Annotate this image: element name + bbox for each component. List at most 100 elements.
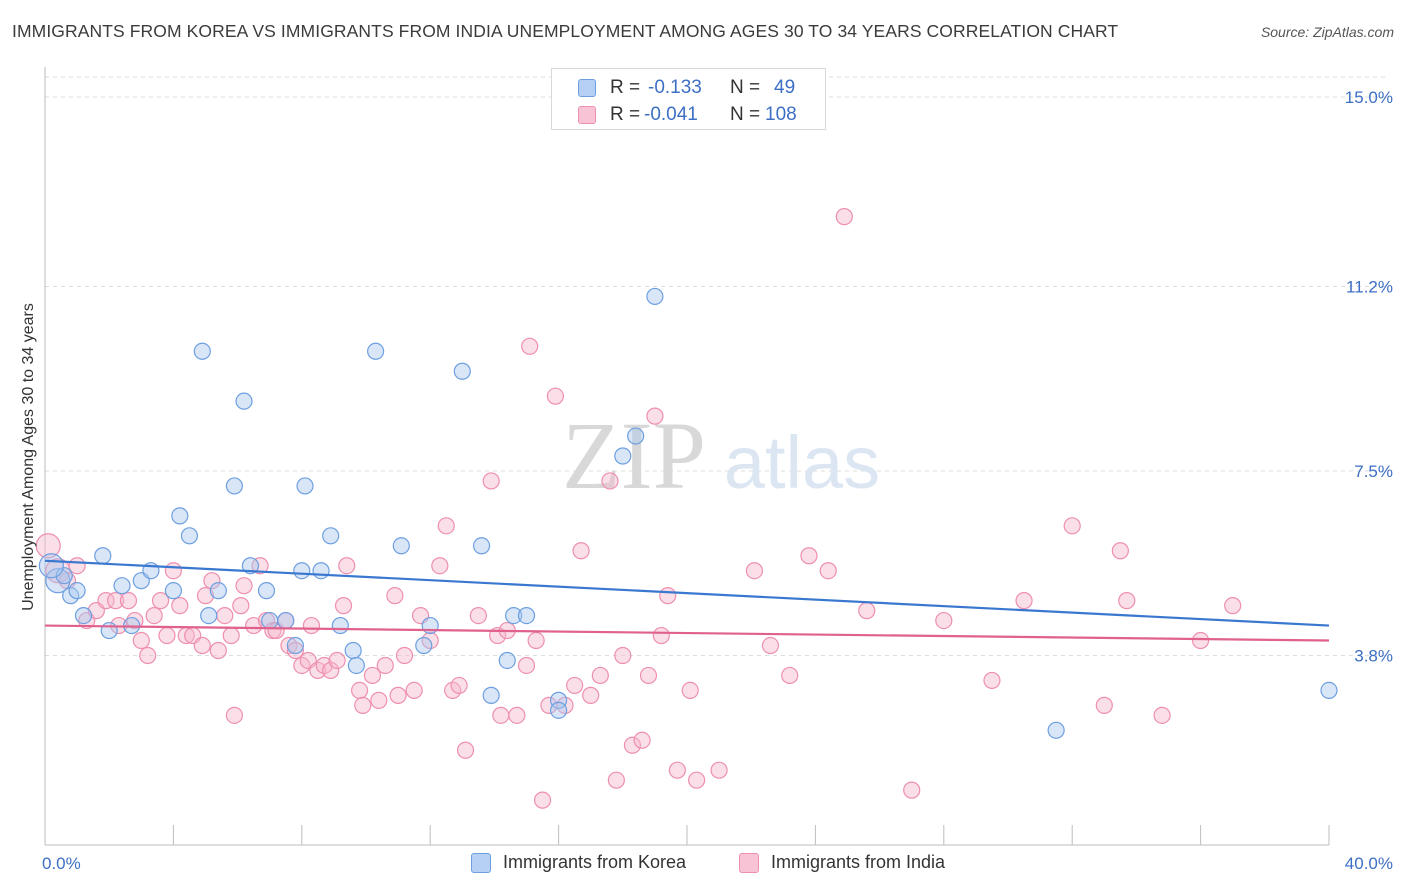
india-point-28 [235, 577, 253, 595]
india-point-87 [659, 587, 677, 605]
india-point-61 [456, 741, 475, 759]
india-point-102 [1015, 592, 1033, 610]
india-point-68 [517, 656, 536, 675]
korea-point-13 [180, 527, 199, 545]
india-point-50 [376, 656, 394, 675]
india-point-71 [533, 791, 552, 809]
korea-points [38, 287, 1338, 739]
india-point-70 [527, 631, 545, 650]
india-point-93 [761, 636, 780, 655]
india-point-26 [225, 706, 243, 724]
india-point-81 [614, 646, 632, 665]
india-point-108 [1191, 631, 1210, 650]
india-point-103 [1063, 517, 1081, 535]
axes [44, 67, 1330, 846]
y-tick-label-0: 3.8% [1354, 646, 1393, 665]
korea-r-label: R = [610, 77, 641, 98]
korea-point-18 [235, 392, 253, 410]
india-point-44 [334, 597, 353, 615]
korea-point-4 [74, 606, 93, 625]
india-point-65 [492, 706, 510, 724]
korea-point-39 [505, 606, 523, 625]
korea-r-value: -0.133 [648, 77, 702, 98]
india-point-105 [1111, 542, 1129, 560]
india-point-60 [450, 676, 468, 695]
india-point-107 [1153, 706, 1171, 724]
india-point-97 [835, 208, 853, 226]
korea-point-32 [392, 537, 410, 555]
india-point-16 [164, 562, 182, 580]
india-point-13 [145, 606, 163, 625]
korea-point-30 [347, 656, 365, 675]
korea-point-23 [286, 636, 304, 655]
korea-point-12 [171, 507, 189, 525]
x-tick-label-1: 40.0% [1345, 854, 1393, 873]
india-point-10 [126, 611, 144, 630]
india-point-11 [132, 631, 150, 650]
india-point-15 [158, 626, 176, 645]
india-point-21 [196, 587, 215, 605]
india-point-78 [591, 666, 609, 685]
x-tick-label-0: 0.0% [42, 854, 81, 873]
india-point-67 [508, 706, 526, 724]
korea-point-28 [331, 616, 349, 635]
correlation-legend: R = -0.133 N = 49 R = -0.041 N = 108 [551, 68, 826, 130]
india-point-51 [386, 587, 404, 605]
india-points [35, 208, 1242, 809]
india-point-54 [405, 681, 423, 700]
india-point-42 [322, 661, 340, 680]
bottom-india-swatch [739, 853, 759, 873]
india-point-92 [745, 562, 764, 580]
india-point-62 [469, 606, 487, 625]
india-point-29 [245, 616, 263, 635]
india-point-96 [819, 562, 837, 580]
india-point-86 [652, 626, 670, 645]
korea-point-24 [296, 477, 314, 495]
india-point-30 [251, 557, 269, 575]
korea-point-5 [94, 547, 112, 565]
india-point-89 [681, 681, 699, 700]
y-tick-labels: 3.8% 7.5% 11.2% 15.0% [1345, 88, 1393, 666]
korea-point-43 [614, 447, 632, 465]
india-point-101 [983, 671, 1001, 690]
india-point-85 [646, 407, 664, 425]
india-point-106 [1118, 592, 1136, 610]
india-point-79 [601, 472, 619, 490]
korea-point-45 [646, 287, 664, 306]
korea-point-35 [453, 362, 471, 380]
india-point-83 [633, 731, 651, 749]
bottom-india-label: Immigrants from India [771, 852, 946, 872]
korea-trend-line [44, 559, 1330, 627]
india-point-76 [572, 542, 590, 560]
india-point-58 [437, 517, 455, 535]
korea-point-20 [257, 582, 276, 600]
korea-point-44 [627, 427, 645, 445]
chart-title: IMMIGRANTS FROM KOREA VS IMMIGRANTS FROM… [12, 21, 1119, 41]
india-point-94 [781, 666, 799, 685]
korea-point-29 [344, 641, 362, 660]
india-point-95 [800, 547, 818, 565]
korea-point-37 [482, 686, 500, 704]
india-point-17 [171, 597, 189, 615]
india-point-82 [623, 736, 642, 754]
bottom-korea-swatch [471, 853, 491, 873]
india-point-73 [546, 387, 564, 405]
y-tick-label-1: 7.5% [1354, 462, 1393, 481]
india-point-9 [119, 592, 138, 610]
india-r-label: R = [610, 104, 641, 125]
india-point-7 [107, 592, 125, 610]
india-point-63 [482, 472, 500, 490]
india-point-48 [363, 666, 382, 685]
korea-point-48 [38, 553, 65, 579]
korea-point-7 [113, 577, 131, 595]
korea-point-46 [1047, 721, 1065, 739]
india-point-14 [151, 592, 170, 610]
india-point-46 [350, 681, 369, 700]
korea-point-11 [164, 582, 182, 600]
korea-swatch [578, 79, 596, 97]
india-point-39 [302, 616, 321, 635]
watermark-zip: ZIP [562, 402, 706, 509]
korea-point-16 [209, 582, 227, 600]
india-point-100 [935, 611, 953, 630]
